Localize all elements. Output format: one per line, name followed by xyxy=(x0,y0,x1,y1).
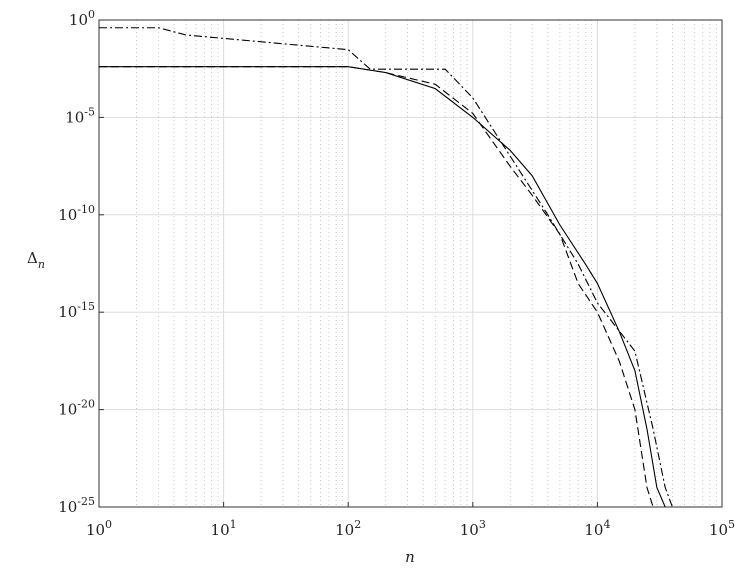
x-tick-label: 105 xyxy=(709,518,735,539)
series-line xyxy=(99,66,666,507)
x-tick-label: 104 xyxy=(584,518,610,539)
plot-frame xyxy=(98,19,723,508)
y-tick-label: 10-5 xyxy=(65,105,95,126)
x-tick-label: 100 xyxy=(86,518,112,539)
y-tick-label: 10-20 xyxy=(58,398,95,419)
y-tick-label: 10-15 xyxy=(58,300,95,321)
y-tick-label: 100 xyxy=(69,8,95,29)
x-axis-label: n xyxy=(405,548,415,566)
x-tick-label: 102 xyxy=(335,518,361,539)
x-tick-label: 103 xyxy=(460,518,486,539)
series-line xyxy=(99,27,673,507)
y-tick-label: 10-10 xyxy=(58,203,95,224)
y-tick-label: 10-25 xyxy=(58,495,95,516)
y-axis-label: Δn xyxy=(27,249,45,271)
series-line xyxy=(99,66,654,507)
x-tick-label: 101 xyxy=(211,518,237,539)
